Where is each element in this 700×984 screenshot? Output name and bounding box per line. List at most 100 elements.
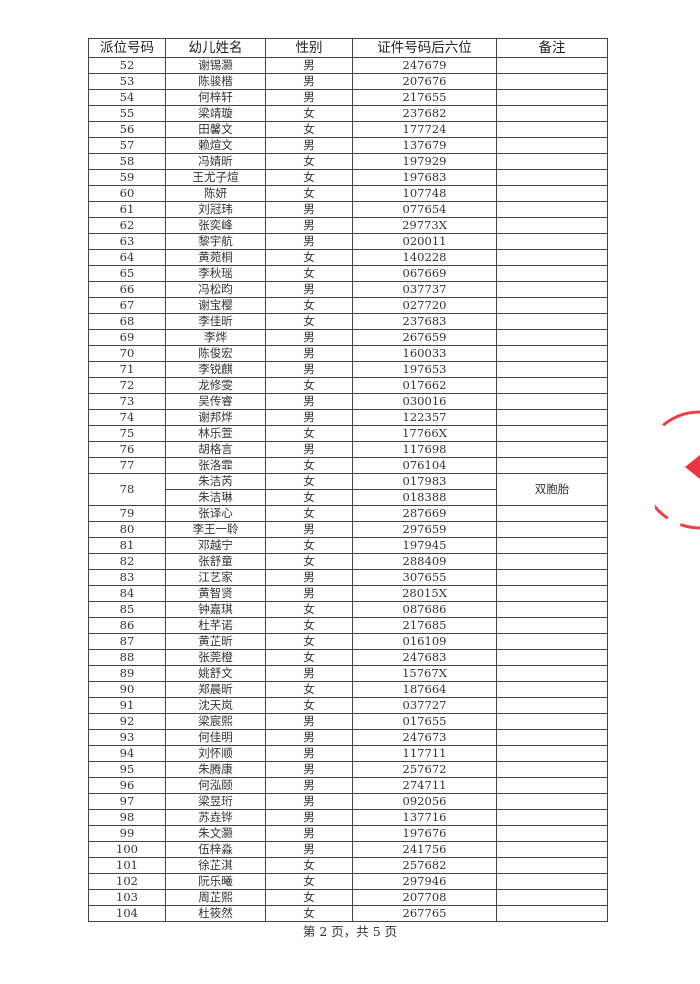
cell-gender: 女 [265, 153, 353, 170]
table-row: 100 伍梓淼男 241756 [88, 841, 608, 858]
cell-id: 274711 [352, 777, 497, 794]
cell-note [496, 393, 608, 410]
table-row: 75 林乐萱女 17766X [88, 425, 608, 442]
cell-gender: 男 [265, 825, 353, 842]
cell-id: 197683 [352, 169, 497, 186]
cell-id: 160033 [352, 345, 497, 362]
cell-name: 梁宸熙 [165, 713, 266, 730]
table-row: 80 李王一聆男 297659 [88, 521, 608, 538]
table-row: 98 苏垚铧男 137716 [88, 809, 608, 826]
table-row: 84 黄智贤男 28015X [88, 585, 608, 602]
table-row: 91 沈天岚女 037727 [88, 697, 608, 714]
cell-gender: 女 [265, 905, 353, 922]
table-row: 90 郑晨昕女 187664 [88, 681, 608, 698]
cell-gender: 女 [265, 297, 353, 314]
cell-gender: 男 [265, 409, 353, 426]
cell-note [496, 841, 608, 858]
cell-note [496, 537, 608, 554]
cell-number: 65 [88, 265, 166, 282]
cell-number: 56 [88, 121, 166, 138]
cell-id: 187664 [352, 681, 497, 698]
cell-number: 77 [88, 457, 166, 474]
cell-gender: 女 [265, 873, 353, 890]
cell-id: 247683 [352, 649, 497, 666]
cell-id: 037727 [352, 697, 497, 714]
cell-name: 徐芷淇 [165, 857, 266, 874]
table-row: 85 钟嘉琪女 087686 [88, 601, 608, 618]
table-row: 60 陈妍女 107748 [88, 185, 608, 202]
cell-gender: 男 [265, 89, 353, 106]
cell-note [496, 633, 608, 650]
cell-gender: 男 [265, 441, 353, 458]
cell-id: 017655 [352, 713, 497, 730]
cell-note [496, 729, 608, 746]
cell-gender: 男 [265, 793, 353, 810]
cell-gender: 男 [265, 665, 353, 682]
cell-name: 何泓颐 [165, 777, 266, 794]
cell-name: 沈天岚 [165, 697, 266, 714]
cell-note [496, 201, 608, 218]
cell-note [496, 713, 608, 730]
cell-note [496, 73, 608, 90]
cell-gender: 男 [265, 361, 353, 378]
table-row: 78 朱洁芮女 017983 双胞胎 [88, 473, 608, 506]
cell-number: 88 [88, 649, 166, 666]
table-row: 101 徐芷淇女 257682 [88, 857, 608, 874]
table-row: 93 何佳明男 247673 [88, 729, 608, 746]
table-row: 76 胡格言男 117698 [88, 441, 608, 458]
header-note: 备注 [496, 38, 608, 58]
cell-note [496, 857, 608, 874]
header-name: 幼儿姓名 [165, 38, 266, 58]
cell-number: 67 [88, 297, 166, 314]
cell-name: 郑晨昕 [165, 681, 266, 698]
table-row: 52 谢锡灏男 247679 [88, 57, 608, 74]
table-row: 56 田馨文女 177724 [88, 121, 608, 138]
cell-number: 80 [88, 521, 166, 538]
cell-id: 030016 [352, 393, 497, 410]
cell-gender: 男 [265, 585, 353, 602]
table-row: 81 邓越宁女 197945 [88, 537, 608, 554]
cell-id: 067669 [352, 265, 497, 282]
cell-number: 89 [88, 665, 166, 682]
cell-name: 梁昱珩 [165, 793, 266, 810]
cell-note [496, 681, 608, 698]
cell-gender: 男 [265, 745, 353, 762]
cell-name: 何梓轩 [165, 89, 266, 106]
cell-name: 陈妍 [165, 185, 266, 202]
cell-name: 谢宝樱 [165, 297, 266, 314]
cell-number: 86 [88, 617, 166, 634]
cell-number: 99 [88, 825, 166, 842]
cell-gender: 女 [265, 473, 353, 490]
cell-note [496, 569, 608, 586]
cell-gender: 女 [265, 617, 353, 634]
cell-id: 237683 [352, 313, 497, 330]
cell-id: 087686 [352, 601, 497, 618]
cell-gender: 女 [265, 649, 353, 666]
cell-id: 217685 [352, 617, 497, 634]
cell-name: 陈俊宏 [165, 345, 266, 362]
cell-gender: 男 [265, 393, 353, 410]
seal-ring-arc [655, 410, 700, 530]
table-row: 62 张奕峰男 29773X [88, 217, 608, 234]
cell-gender: 男 [265, 281, 353, 298]
cell-note [496, 761, 608, 778]
cell-number: 83 [88, 569, 166, 586]
cell-note [496, 57, 608, 74]
cell-note [496, 441, 608, 458]
cell-gender: 男 [265, 777, 353, 794]
table-row: 67 谢宝樱女 027720 [88, 297, 608, 314]
cell-gender: 男 [265, 217, 353, 234]
cell-note [496, 361, 608, 378]
header-number: 派位号码 [88, 38, 166, 58]
cell-number: 55 [88, 105, 166, 122]
cell-id: 247673 [352, 729, 497, 746]
cell-id: 027720 [352, 297, 497, 314]
cell-name: 李王一聆 [165, 521, 266, 538]
cell-name: 张舒童 [165, 553, 266, 570]
cell-gender: 男 [265, 713, 353, 730]
cell-id: 117698 [352, 441, 497, 458]
cell-number: 91 [88, 697, 166, 714]
table-row: 68 李佳昕女 237683 [88, 313, 608, 330]
cell-id: 257672 [352, 761, 497, 778]
cell-gender: 男 [265, 521, 353, 538]
